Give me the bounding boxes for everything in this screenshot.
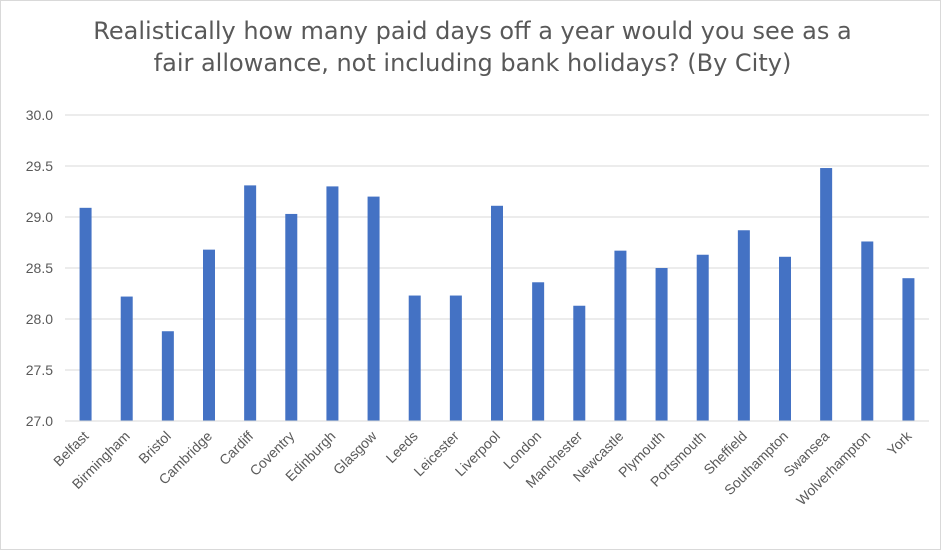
y-tick-label: 29.5 <box>26 158 53 174</box>
bar-wolverhampton <box>861 241 874 421</box>
bar-liverpool <box>491 205 503 421</box>
bar-plymouth <box>655 268 668 421</box>
x-tick-label: Cardiff <box>216 428 256 468</box>
bar-edinburgh <box>326 186 339 421</box>
x-tick-label: Bristol <box>135 428 174 467</box>
y-tick-label: 29.0 <box>26 209 53 225</box>
y-tick-label: 28.5 <box>26 260 53 276</box>
bar-york <box>902 278 915 421</box>
bar-birmingham <box>120 296 133 421</box>
chart-title-line-2: fair allowance, not including bank holid… <box>153 49 792 77</box>
bar-manchester <box>573 305 586 421</box>
bar-cambridge <box>203 249 215 421</box>
bar-coventry <box>285 213 298 421</box>
x-tick-label: Liverpool <box>452 428 503 479</box>
bar-sheffield <box>737 230 750 421</box>
y-tick-label: 30.0 <box>26 107 53 123</box>
bar-southampton <box>779 256 791 421</box>
x-tick-label: Glasgow <box>330 427 380 477</box>
bar-london <box>532 282 545 421</box>
bar-portsmouth <box>696 254 709 421</box>
bar-glasgow <box>367 196 380 421</box>
y-tick-label: 27.5 <box>26 362 53 378</box>
bars <box>79 168 915 421</box>
y-tick-label: 27.0 <box>26 413 53 429</box>
bar-leeds <box>408 295 421 421</box>
y-axis: 27.0 27.5 28.0 28.5 29.0 29.5 30.0 <box>26 107 53 429</box>
x-tick-label: York <box>884 427 915 458</box>
x-tick-label: Leeds <box>383 428 421 466</box>
y-tick-label: 28.0 <box>26 311 53 327</box>
bar-cardiff <box>244 185 257 421</box>
bar-belfast <box>79 207 92 421</box>
chart-title: Realistically how many paid days off a y… <box>1 15 943 79</box>
bar-newcastle <box>614 250 627 421</box>
x-tick-label: Wolverhampton <box>793 428 873 508</box>
bar-bristol <box>161 331 174 421</box>
bar-swansea <box>820 168 833 421</box>
chart-title-line-1: Realistically how many paid days off a y… <box>93 17 852 45</box>
bar-leicester <box>449 295 462 421</box>
